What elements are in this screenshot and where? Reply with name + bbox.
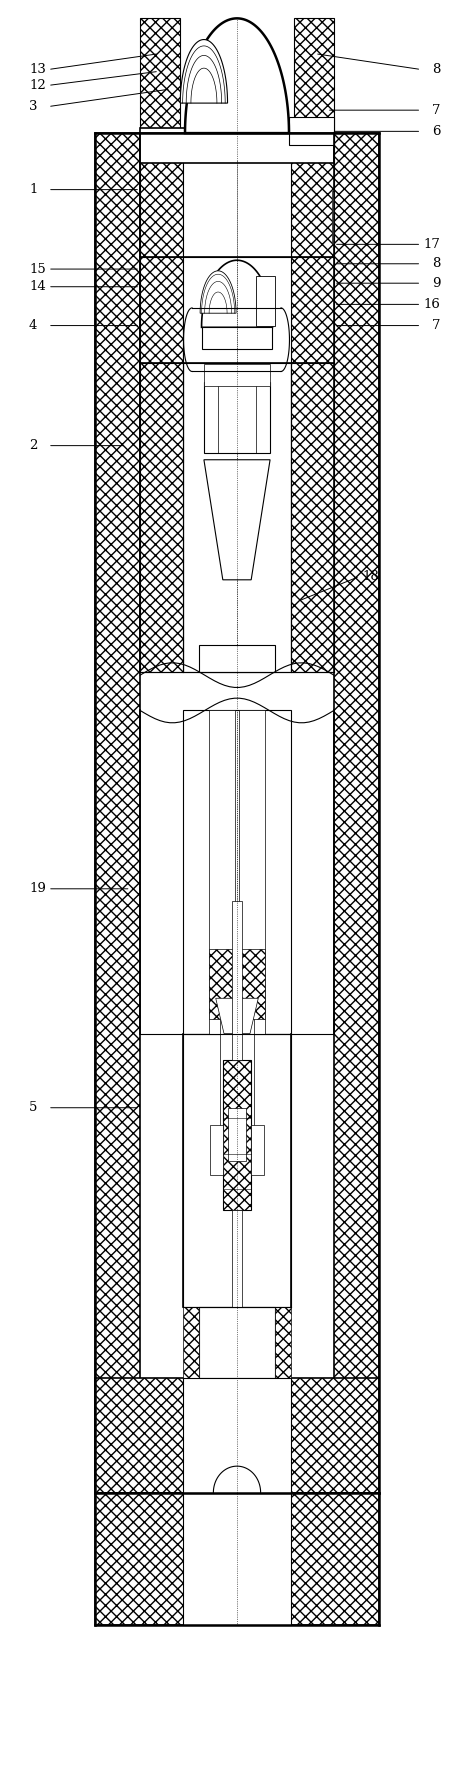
Bar xyxy=(228,1108,246,1161)
Polygon shape xyxy=(201,260,273,327)
Bar xyxy=(334,133,379,1493)
Text: 6: 6 xyxy=(432,125,440,138)
Bar xyxy=(182,1034,292,1308)
Text: 12: 12 xyxy=(29,80,46,92)
Bar xyxy=(204,364,270,385)
Bar xyxy=(182,362,292,671)
Bar xyxy=(140,127,334,163)
Bar xyxy=(232,901,242,1060)
Bar xyxy=(199,1308,275,1378)
Bar xyxy=(95,133,140,1493)
Bar xyxy=(182,1308,199,1378)
Text: 3: 3 xyxy=(29,101,37,113)
Text: 5: 5 xyxy=(29,1101,37,1115)
Text: 13: 13 xyxy=(29,64,46,76)
Bar xyxy=(95,1378,379,1493)
Bar xyxy=(182,710,292,1034)
Bar xyxy=(256,276,275,325)
Bar xyxy=(239,710,265,1034)
Bar xyxy=(210,1126,223,1175)
Bar xyxy=(140,256,182,362)
Bar xyxy=(182,1493,292,1626)
Bar xyxy=(289,117,334,145)
Bar xyxy=(182,159,292,256)
Text: 17: 17 xyxy=(423,239,440,251)
Bar xyxy=(95,1493,379,1626)
Text: 18: 18 xyxy=(362,569,379,583)
Bar xyxy=(182,1378,292,1493)
Bar xyxy=(185,133,289,161)
Text: 1: 1 xyxy=(29,184,37,196)
Bar xyxy=(209,710,235,1034)
Bar xyxy=(292,362,334,671)
Bar xyxy=(209,949,265,1020)
Bar xyxy=(199,645,275,671)
Text: 4: 4 xyxy=(29,320,37,332)
Text: 8: 8 xyxy=(432,64,440,76)
Bar xyxy=(201,327,273,348)
Text: 7: 7 xyxy=(432,320,440,332)
Text: 8: 8 xyxy=(432,258,440,270)
Bar xyxy=(292,159,334,256)
Bar xyxy=(232,1210,242,1308)
Polygon shape xyxy=(185,18,289,133)
Bar xyxy=(140,362,182,671)
Polygon shape xyxy=(180,39,228,102)
Polygon shape xyxy=(204,459,270,580)
Bar xyxy=(292,256,334,362)
Bar xyxy=(223,1060,251,1210)
Bar xyxy=(140,159,182,256)
Text: 16: 16 xyxy=(423,299,440,311)
Text: 19: 19 xyxy=(29,882,46,896)
Polygon shape xyxy=(216,998,258,1034)
Bar xyxy=(204,382,270,452)
Text: 15: 15 xyxy=(29,263,46,276)
Bar xyxy=(140,18,180,159)
Text: 2: 2 xyxy=(29,440,37,452)
Bar xyxy=(220,1007,254,1166)
Bar xyxy=(294,18,334,159)
Text: 14: 14 xyxy=(29,281,46,293)
Polygon shape xyxy=(200,270,236,313)
Bar xyxy=(331,191,334,244)
Text: 9: 9 xyxy=(432,277,440,290)
Bar xyxy=(251,1126,264,1175)
Bar xyxy=(182,256,292,362)
Text: 7: 7 xyxy=(432,104,440,117)
Bar xyxy=(275,1308,292,1378)
